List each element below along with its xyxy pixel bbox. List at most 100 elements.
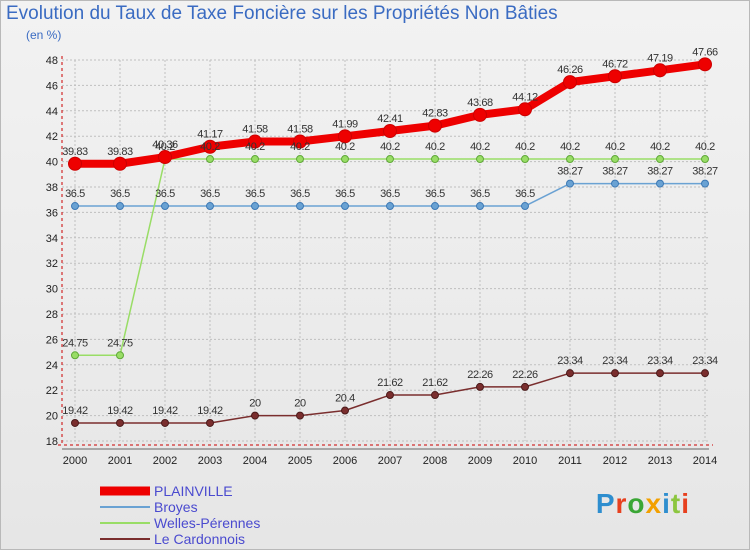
data-label: 40.2 [515, 141, 535, 153]
data-point [116, 351, 124, 360]
data-point [71, 202, 79, 211]
data-point [566, 369, 574, 378]
x-axis-ticks: 2000 2001 2002 2003 2004 2005 2006 2007 2008 2009… [63, 455, 717, 467]
y-tick-label: 48 [46, 55, 58, 67]
data-label: 43.68 [467, 97, 493, 109]
data-point [206, 202, 214, 211]
data-point [476, 202, 484, 211]
data-label: 40.2 [560, 141, 580, 153]
data-label: 23.34 [602, 355, 628, 367]
data-point [656, 179, 664, 188]
data-label: 46.26 [557, 64, 583, 76]
y-tick-label: 20 [46, 411, 58, 423]
data-label: 40.2 [155, 141, 175, 153]
data-point [653, 63, 667, 78]
data-point [611, 179, 619, 188]
data-point [518, 102, 532, 117]
data-point [206, 155, 214, 164]
y-tick-label: 40 [46, 157, 58, 169]
data-label: 40.2 [470, 141, 490, 153]
data-label: 23.34 [557, 355, 583, 367]
x-tick-label: 2009 [468, 455, 492, 467]
logo-letter: r [615, 488, 628, 519]
data-label: 38.27 [647, 166, 673, 178]
data-point [521, 202, 529, 211]
data-point [296, 155, 304, 164]
data-label: 44.12 [512, 91, 538, 103]
x-tick-label: 2013 [648, 455, 672, 467]
data-point [71, 418, 79, 427]
proxiti-logo: Proxiti [596, 488, 690, 520]
axes [58, 56, 713, 450]
y-axis-unit-label: (en %) [26, 28, 62, 42]
x-tick-label: 2000 [63, 455, 87, 467]
data-point [431, 202, 439, 211]
data-point [161, 202, 169, 211]
y-tick-label: 22 [46, 385, 58, 397]
y-tick-label: 46 [46, 80, 58, 92]
x-tick-label: 2008 [423, 455, 447, 467]
data-label: 19.42 [197, 405, 223, 417]
x-tick-label: 2007 [378, 455, 402, 467]
data-point [71, 351, 79, 360]
data-label: 36.5 [470, 188, 490, 200]
data-label: 36.5 [110, 188, 130, 200]
y-tick-label: 44 [46, 106, 58, 118]
data-point [338, 129, 352, 144]
data-label: 24.75 [62, 337, 88, 349]
data-point [383, 123, 397, 138]
data-label: 40.36 [152, 139, 178, 151]
data-label: 36.5 [245, 188, 265, 200]
data-label: 36.5 [200, 188, 220, 200]
data-point [701, 369, 709, 378]
data-point [341, 202, 349, 211]
data-label: 40.2 [200, 141, 220, 153]
data-point [386, 202, 394, 211]
data-point [386, 155, 394, 164]
chart-title: Evolution du Taux de Taxe Foncière sur l… [6, 3, 558, 24]
x-tick-label: 2003 [198, 455, 222, 467]
data-point [521, 382, 529, 391]
data-label: 40.2 [605, 141, 625, 153]
data-label: 23.34 [692, 355, 718, 367]
data-point [251, 202, 259, 211]
data-label: 19.42 [152, 405, 178, 417]
data-point [476, 155, 484, 164]
data-label: 40.2 [380, 141, 400, 153]
data-label: 36.5 [425, 188, 445, 200]
data-point [116, 418, 124, 427]
data-point [116, 202, 124, 211]
x-tick-label: 2001 [108, 455, 132, 467]
data-point [608, 69, 622, 84]
data-point [563, 75, 577, 90]
data-label: 39.83 [62, 146, 88, 158]
logo-letter: o [627, 488, 646, 519]
x-tick-label: 2014 [693, 455, 717, 467]
data-point [113, 156, 127, 171]
data-point [296, 202, 304, 211]
data-label: 38.27 [557, 166, 583, 178]
data-label: 36.5 [65, 188, 85, 200]
data-label: 38.27 [602, 166, 628, 178]
y-tick-label: 42 [46, 131, 58, 143]
logo-letter: P [595, 488, 616, 519]
data-point [428, 118, 442, 133]
y-tick-label: 36 [46, 207, 58, 219]
logo-letter: i [662, 488, 671, 519]
data-label: 22.26 [512, 369, 538, 381]
data-label: 40.2 [650, 141, 670, 153]
y-tick-label: 32 [46, 258, 58, 270]
data-label: 19.42 [62, 405, 88, 417]
logo-letter: t [670, 488, 682, 519]
data-point [473, 107, 487, 122]
legend-label: PLAINVILLE [154, 483, 233, 499]
data-label: 20.4 [335, 393, 355, 405]
data-point [566, 179, 574, 188]
grid-lines [62, 59, 709, 442]
data-labels: 39.83 39.83 40.36 41.17 41.58 41.58 41.99 42.41… [62, 46, 718, 417]
data-label: 36.5 [515, 188, 535, 200]
data-label: 36.5 [290, 188, 310, 200]
data-point [611, 155, 619, 164]
